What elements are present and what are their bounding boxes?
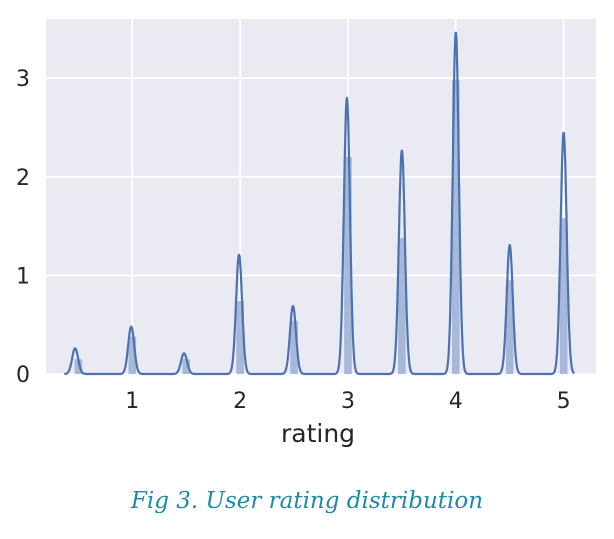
histogram-bar [182, 359, 190, 374]
histogram-bar [128, 336, 137, 374]
histogram-bar [344, 157, 352, 374]
x-tick-label: 5 [557, 389, 571, 414]
figure-caption: Fig 3. User rating distribution [130, 488, 484, 514]
histogram-bar [559, 218, 568, 374]
y-tick-label: 0 [16, 363, 30, 388]
histogram-bar [398, 237, 406, 374]
kde-line [63, 31, 575, 376]
x-tick-label: 2 [233, 389, 247, 414]
x-axis-label: rating [281, 419, 355, 448]
y-tick-label: 3 [16, 67, 30, 92]
histogram-bars [74, 80, 568, 374]
histogram-bar [452, 80, 460, 374]
tick-labels: 1 2 3 4 5 0 1 2 3 [16, 67, 571, 414]
y-tick-label: 2 [16, 166, 30, 191]
x-tick-label: 4 [449, 389, 463, 414]
x-tick-label: 3 [341, 389, 355, 414]
histogram-bar [236, 301, 244, 374]
histogram-bar [74, 359, 83, 374]
histogram-bar [290, 320, 298, 374]
histogram-bar [505, 280, 514, 374]
y-tick-label: 1 [16, 264, 30, 289]
x-tick-label: 1 [125, 389, 139, 414]
